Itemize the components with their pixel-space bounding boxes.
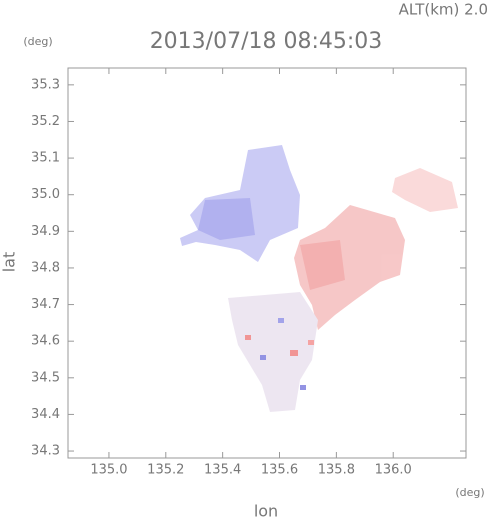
x-tick-label: 135.2 bbox=[147, 463, 184, 478]
y-tick-label: 34.8 bbox=[31, 260, 60, 275]
x-tick-label: 135.6 bbox=[261, 463, 298, 478]
plot-frame bbox=[67, 67, 467, 459]
echo-cell bbox=[278, 318, 284, 323]
y-unit: (deg) bbox=[23, 35, 52, 48]
y-axis-label: lat bbox=[0, 252, 19, 273]
echo-blue-core bbox=[198, 198, 255, 240]
x-tick-label: 135.8 bbox=[318, 463, 355, 478]
x-tick-label: 136.0 bbox=[375, 463, 412, 478]
y-tick-label: 34.4 bbox=[31, 407, 60, 422]
echo-red bbox=[294, 205, 405, 330]
y-tick-label: 34.7 bbox=[31, 297, 60, 312]
x-tick-label: 135.0 bbox=[90, 463, 127, 478]
echo-cell bbox=[245, 335, 251, 340]
y-tick-label: 34.9 bbox=[31, 224, 60, 239]
x-tick-label: 135.4 bbox=[204, 463, 241, 478]
y-tick-label: 35.3 bbox=[31, 77, 60, 92]
x-unit: (deg) bbox=[455, 486, 484, 499]
echo-red-core bbox=[300, 240, 345, 290]
echo-pink bbox=[392, 168, 458, 212]
echo-cell bbox=[260, 355, 266, 360]
echo-cell bbox=[300, 385, 306, 390]
chart-title: 2013/07/18 08:45:03 bbox=[150, 29, 383, 54]
y-tick-label: 34.3 bbox=[31, 444, 60, 459]
y-tick-label: 35.0 bbox=[31, 187, 60, 202]
subtitle: ALT(km) 2.0 bbox=[399, 1, 488, 19]
echo-mixed bbox=[228, 292, 318, 412]
x-axis-label: lon bbox=[254, 502, 278, 521]
echo-cell bbox=[308, 340, 314, 345]
echo-cell bbox=[290, 350, 298, 356]
echo-field bbox=[180, 145, 458, 412]
y-tick-label: 34.5 bbox=[31, 370, 60, 385]
y-tick-label: 34.6 bbox=[31, 334, 60, 349]
y-tick-label: 35.1 bbox=[31, 151, 60, 166]
y-tick-label: 35.2 bbox=[31, 114, 60, 129]
